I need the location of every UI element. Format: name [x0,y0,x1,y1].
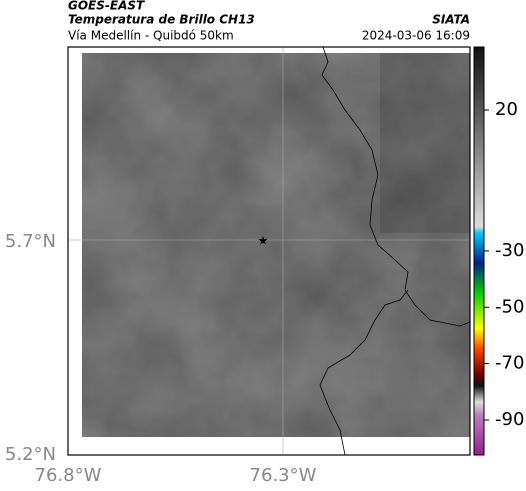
agency: SIATA [432,13,470,27]
colorbar-tick-label: 20 [495,99,518,120]
colorbar-tick-label: -70 [495,353,524,374]
lat-label: 5.2°N [5,444,56,465]
title: GOES-EAST [68,0,145,13]
map: ★ [67,46,471,456]
lat-label: 5.7°N [5,231,56,252]
border [321,46,471,327]
subtitle: Temperatura de Brillo CH13 [68,13,255,27]
lon-label: 76.8°W [35,465,102,486]
cloud-texture [82,53,470,437]
timestamp: 2024-03-06 16:09 [362,29,470,43]
colorbar-tick-label: -50 [495,296,524,317]
dark-area [380,53,470,233]
colorbar-tick-label: -30 [495,240,524,261]
lon-label: 76.3°W [250,465,317,486]
route: Vía Medellín - Quibdó 50km [68,29,234,43]
location-marker: ★ [258,234,269,248]
map-frame [67,46,471,456]
colorbar-tick-label: -90 [495,409,524,430]
colorbar [473,46,485,456]
border [319,289,409,456]
